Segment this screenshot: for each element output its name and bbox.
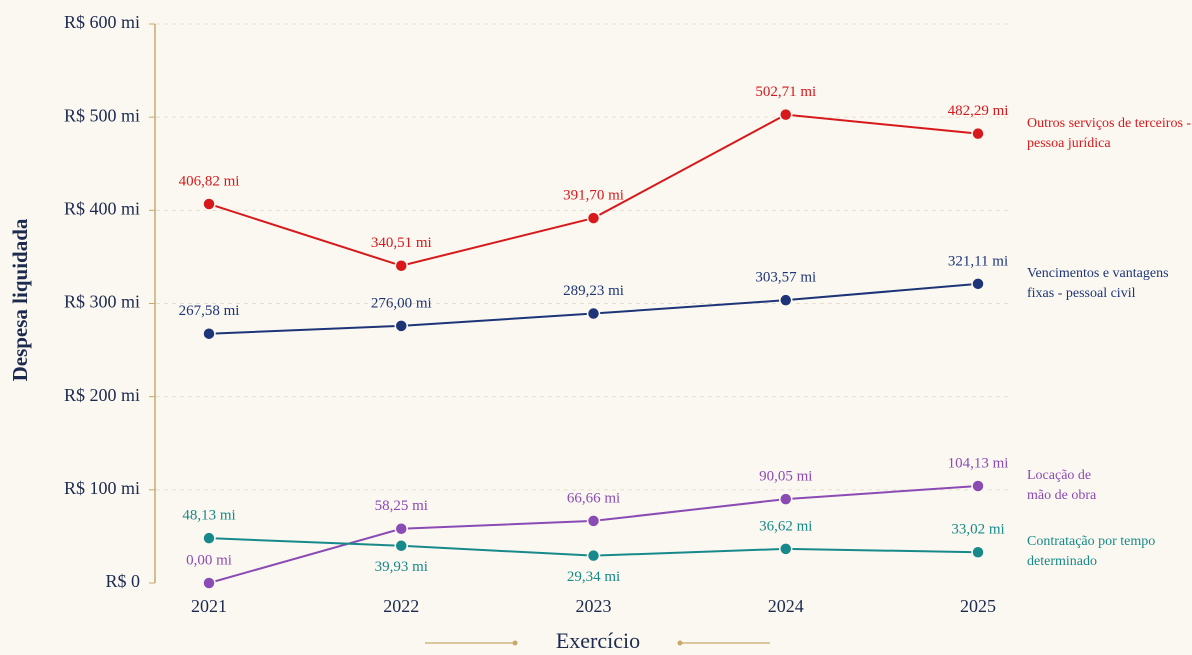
data-label: 48,13 mi: [182, 508, 235, 524]
data-point: [779, 542, 793, 556]
data-label: 406,82 mi: [179, 173, 240, 189]
decor-dot: [677, 640, 683, 646]
legend-entry: Vencimentos e vantagens fixas - pessoal …: [1027, 265, 1169, 301]
data-label: 276,00 mi: [371, 295, 432, 311]
data-label: 0,00 mi: [186, 552, 232, 568]
legend-entry: Contratação por tempo determinado: [1027, 534, 1156, 570]
data-label: 36,62 mi: [759, 518, 812, 534]
data-point: [586, 514, 601, 528]
data-point: [971, 126, 985, 141]
y-tick-label: R$ 300 mi: [64, 292, 140, 312]
data-point: [586, 548, 601, 563]
x-axis-label: Exercício: [556, 628, 640, 653]
data-point: [202, 531, 216, 545]
data-label: 502,71 mi: [755, 84, 816, 100]
y-tick-label: R$ 500 mi: [64, 105, 140, 125]
data-label: 340,51 mi: [371, 235, 432, 251]
x-tick-label: 2025: [960, 596, 996, 616]
data-point: [394, 539, 408, 553]
data-point: [394, 259, 408, 273]
x-tick-label: 2021: [191, 596, 227, 616]
data-label: 289,23 mi: [563, 283, 624, 299]
y-tick-label: R$ 0: [105, 571, 140, 591]
legend-entry: Outros serviços de terceiros - pessoa ju…: [1027, 115, 1192, 151]
data-label: 33,02 mi: [951, 522, 1004, 538]
data-label: 29,34 mi: [567, 569, 620, 585]
decor-dot: [512, 640, 518, 646]
data-point: [586, 211, 601, 225]
data-point: [971, 545, 985, 559]
data-label: 39,93 mi: [375, 559, 428, 575]
data-point: [779, 293, 793, 307]
y-tick-label: R$ 400 mi: [64, 198, 140, 218]
data-label: 66,66 mi: [567, 490, 620, 506]
data-label: 104,13 mi: [948, 455, 1009, 471]
x-tick-label: 2024: [768, 596, 804, 616]
x-tick-label: 2023: [576, 596, 612, 616]
y-axis-label: Despesa liquidada: [8, 218, 32, 381]
data-point: [586, 306, 601, 321]
data-point: [971, 479, 985, 493]
y-tick-label: R$ 200 mi: [64, 385, 140, 405]
data-label: 303,57 mi: [755, 270, 816, 286]
data-point: [971, 277, 985, 291]
data-point: [202, 326, 216, 341]
data-label: 391,70 mi: [563, 188, 624, 204]
data-point: [202, 576, 216, 590]
x-tick-label: 2022: [383, 596, 419, 616]
data-point: [394, 521, 408, 536]
data-label: 58,25 mi: [375, 498, 428, 514]
data-label: 90,05 mi: [759, 469, 812, 485]
y-tick-label: R$ 100 mi: [64, 478, 140, 498]
data-label: 267,58 mi: [179, 303, 240, 319]
data-point: [779, 492, 793, 506]
data-point: [779, 107, 793, 122]
data-point: [394, 319, 408, 333]
y-tick-label: R$ 600 mi: [64, 12, 140, 32]
data-label: 321,11 mi: [948, 253, 1008, 269]
legend-entry: Locação de mão de obra: [1027, 467, 1097, 503]
data-label: 482,29 mi: [948, 103, 1009, 119]
data-point: [202, 197, 216, 211]
